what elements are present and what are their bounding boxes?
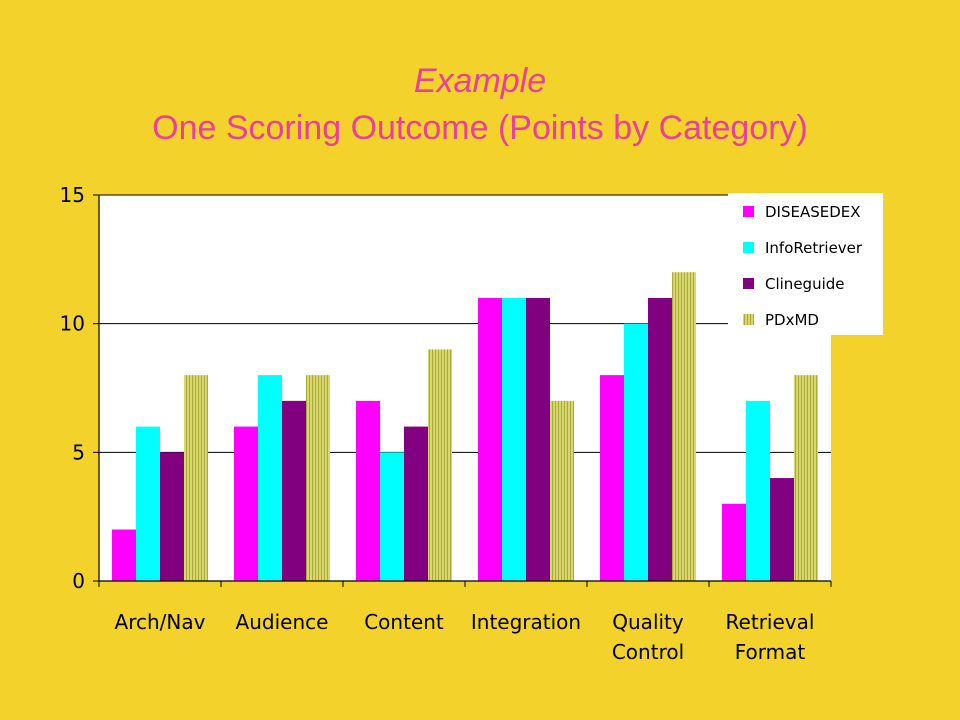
y-tick-label: 10 bbox=[60, 312, 85, 336]
slide-title: Example bbox=[413, 62, 547, 100]
x-category-label: Arch/Nav bbox=[115, 610, 206, 634]
slide-subtitle: One Scoring Outcome (Points by Category) bbox=[152, 109, 808, 147]
bar-diseasedex-4 bbox=[600, 375, 624, 581]
bar-diseasedex-2 bbox=[356, 400, 380, 581]
bar-clineguide-4 bbox=[648, 297, 672, 581]
bar-clineguide-0 bbox=[160, 452, 184, 581]
bar-diseasedex-5 bbox=[722, 503, 746, 581]
bar-pdxmd-3 bbox=[550, 400, 574, 581]
bar-inforetriever-4 bbox=[624, 323, 648, 581]
bar-clineguide-5 bbox=[770, 478, 794, 581]
legend-swatch-inforetriever bbox=[743, 242, 754, 253]
bar-pdxmd-4 bbox=[672, 272, 696, 581]
x-category-label: Content bbox=[364, 610, 444, 634]
bar-clineguide-1 bbox=[282, 400, 306, 581]
bar-inforetriever-2 bbox=[380, 452, 404, 581]
bar-diseasedex-1 bbox=[234, 426, 258, 581]
bar-pdxmd-5 bbox=[794, 375, 818, 581]
bar-pdxmd-1 bbox=[306, 375, 330, 581]
plot-area bbox=[99, 195, 831, 581]
x-category-label: Integration bbox=[471, 610, 581, 634]
legend-swatch-pdxmd bbox=[743, 314, 754, 325]
legend-label-clineguide: Clineguide bbox=[765, 275, 845, 293]
bar-diseasedex-3 bbox=[478, 297, 502, 581]
legend-swatch-diseasedex bbox=[743, 206, 754, 217]
bar-inforetriever-3 bbox=[502, 297, 526, 581]
bar-pdxmd-2 bbox=[428, 349, 452, 581]
bar-clineguide-2 bbox=[404, 426, 428, 581]
y-tick-label: 15 bbox=[60, 183, 85, 207]
legend-label-pdxmd: PDxMD bbox=[765, 311, 819, 329]
legend-label-inforetriever: InfoRetriever bbox=[765, 239, 863, 257]
bar-inforetriever-1 bbox=[258, 375, 282, 581]
x-category-label: Format bbox=[735, 640, 806, 664]
x-category-label: Retrieval bbox=[726, 610, 815, 634]
bar-clineguide-3 bbox=[526, 297, 550, 581]
bar-diseasedex-0 bbox=[112, 529, 136, 581]
x-category-label: Quality bbox=[612, 610, 684, 634]
x-category-label: Audience bbox=[236, 610, 329, 634]
bar-inforetriever-5 bbox=[746, 400, 770, 581]
y-tick-label: 0 bbox=[72, 569, 85, 593]
y-tick-label: 5 bbox=[72, 440, 85, 464]
legend-swatch-clineguide bbox=[743, 278, 754, 289]
bar-pdxmd-0 bbox=[184, 375, 208, 581]
bar-inforetriever-0 bbox=[136, 426, 160, 581]
x-category-label: Control bbox=[612, 640, 684, 664]
legend-label-diseasedex: DISEASEDEX bbox=[765, 203, 861, 221]
